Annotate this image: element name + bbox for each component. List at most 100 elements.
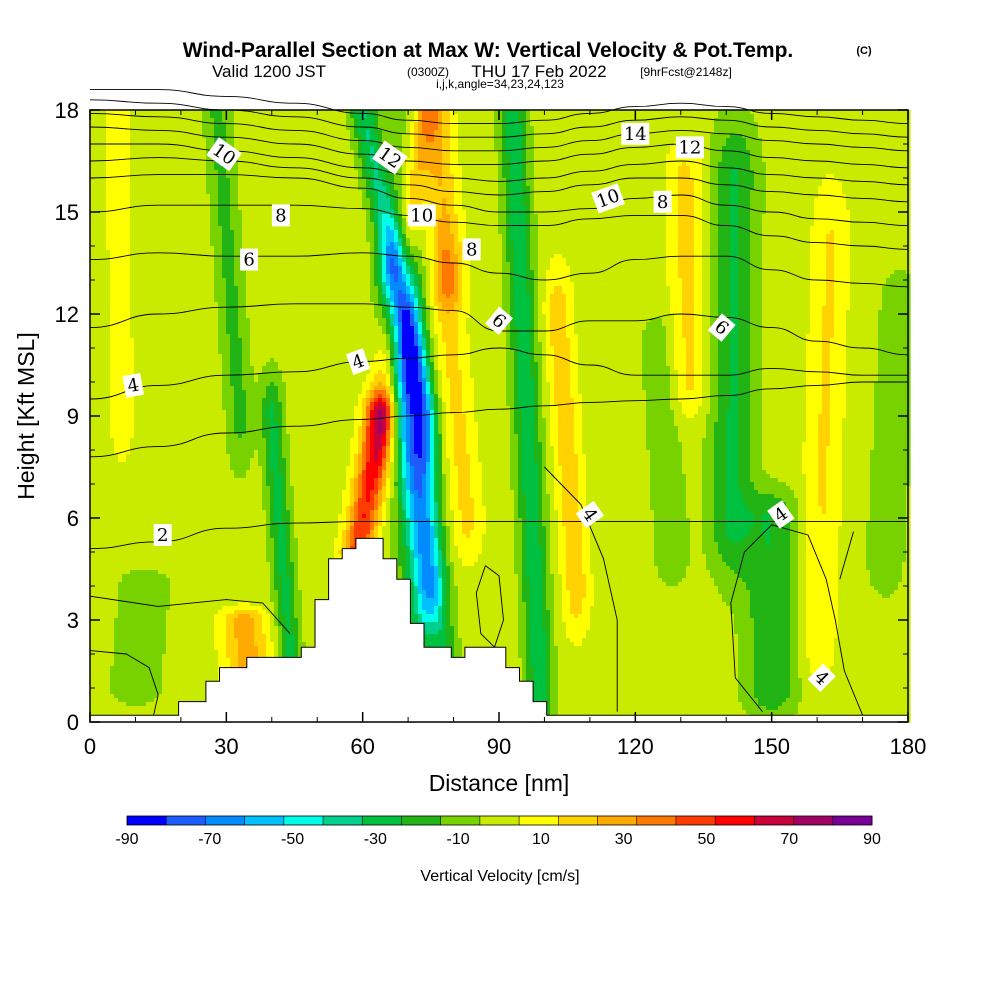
field-cell <box>478 166 483 171</box>
field-cell <box>278 150 283 155</box>
field-cell <box>358 202 363 207</box>
field-cell <box>514 166 519 171</box>
field-cell <box>494 158 499 163</box>
field-cell <box>226 182 231 187</box>
field-cell <box>98 134 103 139</box>
field-cell <box>194 194 199 199</box>
field-cell <box>626 166 631 171</box>
field-cell <box>894 174 899 179</box>
field-cell <box>530 122 535 127</box>
field-cell <box>486 122 491 127</box>
field-cell <box>646 154 651 159</box>
field-cell <box>738 174 743 179</box>
field-cell <box>790 194 795 199</box>
field-cell <box>586 142 591 147</box>
field-cell <box>798 174 803 179</box>
field-cell <box>658 170 663 175</box>
field-cell <box>778 166 783 171</box>
field-cell <box>274 182 279 187</box>
field-cell <box>298 138 303 143</box>
field-cell <box>166 202 171 207</box>
field-cell <box>730 142 735 147</box>
field-cell <box>494 118 499 123</box>
field-cell <box>294 126 299 131</box>
field-cell <box>782 134 787 139</box>
field-cell <box>602 114 607 119</box>
field-cell <box>402 166 407 171</box>
field-cell <box>322 114 327 119</box>
field-cell <box>314 182 319 187</box>
field-cell <box>250 114 255 119</box>
field-cell <box>814 138 819 143</box>
field-cell <box>690 118 695 123</box>
field-cell <box>434 178 439 183</box>
field-cell <box>338 198 343 203</box>
field-cell <box>602 142 607 147</box>
field-cell <box>806 150 811 155</box>
field-cell <box>506 190 511 195</box>
field-cell <box>378 134 383 139</box>
field-cell <box>898 130 903 135</box>
field-cell <box>434 166 439 171</box>
field-cell <box>138 170 143 175</box>
field-cell <box>202 162 207 167</box>
field-cell <box>874 194 879 199</box>
field-cell <box>334 118 339 123</box>
field-cell <box>158 178 163 183</box>
field-cell <box>298 198 303 203</box>
field-cell <box>570 166 575 171</box>
field-cell <box>106 162 111 167</box>
field-cell <box>350 194 355 199</box>
field-cell <box>234 194 239 199</box>
field-cell <box>190 138 195 143</box>
field-cell <box>574 134 579 139</box>
field-cell <box>462 138 467 143</box>
field-cell <box>438 142 443 147</box>
field-cell <box>94 186 99 191</box>
field-cell <box>630 182 635 187</box>
field-cell <box>262 190 267 195</box>
field-cell <box>842 154 847 159</box>
field-cell <box>646 170 651 175</box>
field-cell <box>826 182 831 187</box>
field-cell <box>418 114 423 119</box>
field-cell <box>286 158 291 163</box>
field-cell <box>858 170 863 175</box>
field-cell <box>234 206 239 211</box>
field-cell <box>278 122 283 127</box>
field-cell <box>814 182 819 187</box>
field-cell <box>470 126 475 131</box>
field-cell <box>282 134 287 139</box>
field-cell <box>578 146 583 151</box>
field-cell <box>862 146 867 151</box>
field-cell <box>194 122 199 127</box>
field-cell <box>338 202 343 207</box>
field-cell <box>730 158 735 163</box>
field-cell <box>598 174 603 179</box>
field-cell <box>670 154 675 159</box>
field-cell <box>718 178 723 183</box>
field-cell <box>374 122 379 127</box>
field-cell <box>802 130 807 135</box>
field-cell <box>866 114 871 119</box>
field-cell <box>330 154 335 159</box>
field-cell <box>546 190 551 195</box>
field-cell <box>806 198 811 203</box>
field-cell <box>446 134 451 139</box>
field-cell <box>402 146 407 151</box>
field-cell <box>426 142 431 147</box>
field-cell <box>414 142 419 147</box>
field-cell <box>210 206 215 211</box>
field-cell <box>686 186 691 191</box>
field-cell <box>790 170 795 175</box>
field-cell <box>654 154 659 159</box>
field-cell <box>422 162 427 167</box>
field-cell <box>590 162 595 167</box>
field-cell <box>798 178 803 183</box>
field-cell <box>626 170 631 175</box>
field-cell <box>482 134 487 139</box>
field-cell <box>574 190 579 195</box>
field-cell <box>818 182 823 187</box>
field-cell <box>142 182 147 187</box>
field-cell <box>810 166 815 171</box>
